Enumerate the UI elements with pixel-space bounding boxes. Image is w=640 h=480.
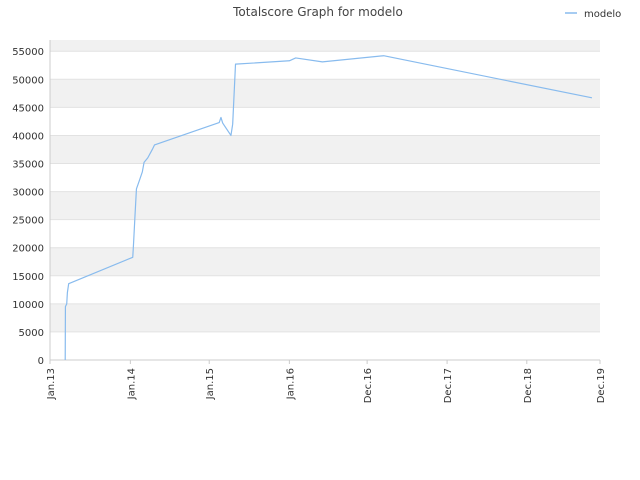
series-layer (64, 55, 593, 361)
chart-title: Totalscore Graph for modelo (232, 5, 403, 19)
y-tick-label: 25000 (12, 216, 44, 227)
legend-label: modelo (584, 9, 621, 20)
y-tick-label: 55000 (12, 47, 44, 58)
axes (49, 40, 600, 361)
x-tick-label: Jan.16 (285, 368, 296, 400)
series-line-modelo (64, 55, 593, 361)
x-axis-ticks: Jan.13 Jan.14 Jan.15 Jan.16 Dec.16 Dec.17 Dec.… (46, 360, 607, 403)
x-tick-label: Dec.16 (363, 368, 374, 403)
grid-band (50, 40, 600, 52)
y-tick-label: 40000 (12, 131, 44, 142)
y-tick-label: 0 (38, 356, 44, 367)
y-tick-label: 35000 (12, 160, 44, 171)
x-tick-label: Jan.15 (205, 368, 216, 400)
grid-band (50, 303, 600, 332)
grid-band (50, 135, 600, 164)
y-tick-label: 20000 (12, 244, 44, 255)
grid-band (50, 79, 600, 108)
x-tick-label: Dec.19 (596, 368, 607, 403)
y-tick-label: 15000 (12, 272, 44, 283)
y-tick-label: 50000 (12, 75, 44, 86)
y-tick-label: 30000 (12, 188, 44, 199)
grid-bands (50, 40, 600, 332)
x-tick-label: Jan.13 (46, 368, 57, 400)
x-tick-label: Dec.18 (523, 368, 534, 403)
y-axis-ticks: 0 5000 10000 15000 20000 25000 30000 35000 40000… (12, 47, 44, 367)
grid-band (50, 247, 600, 276)
legend: modelo (565, 9, 621, 20)
y-tick-label: 45000 (12, 103, 44, 114)
grid-band (50, 191, 600, 220)
x-tick-label: Dec.17 (443, 368, 454, 403)
x-tick-label: Jan.14 (126, 368, 137, 400)
y-tick-label: 5000 (19, 328, 44, 339)
y-tick-label: 10000 (12, 300, 44, 311)
